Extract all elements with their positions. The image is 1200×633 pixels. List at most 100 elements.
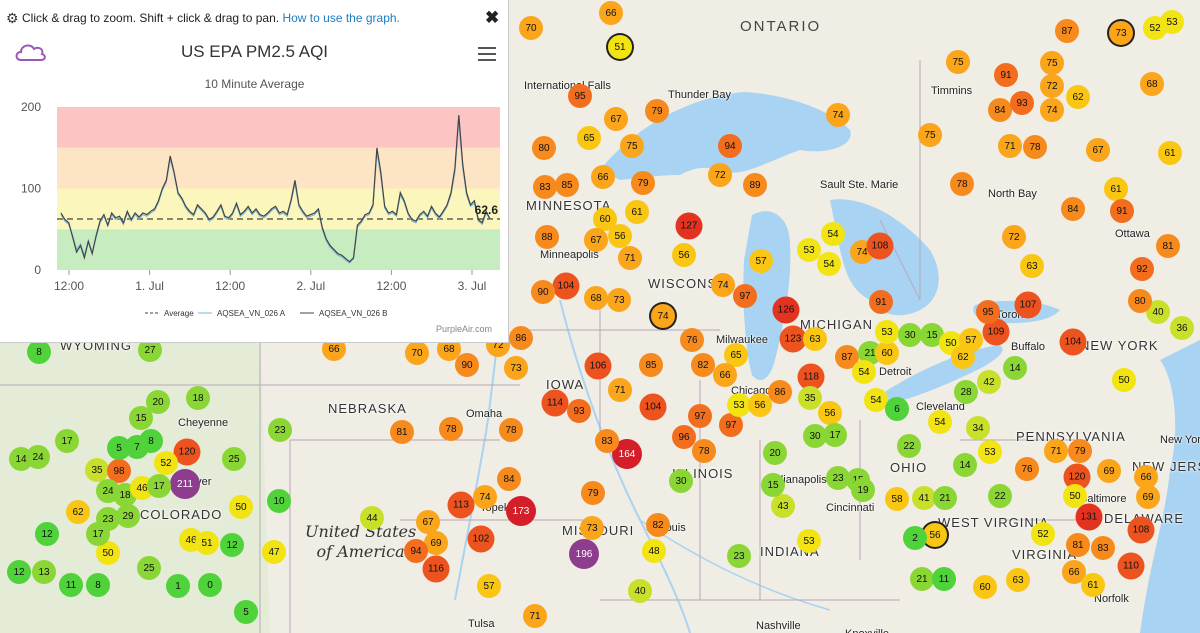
sensor-marker[interactable]: 14 xyxy=(953,453,977,477)
sensor-marker[interactable]: 71 xyxy=(998,134,1022,158)
sensor-marker[interactable]: 43 xyxy=(771,494,795,518)
sensor-marker[interactable]: 66 xyxy=(591,165,615,189)
sensor-marker[interactable]: 57 xyxy=(749,249,773,273)
sensor-marker[interactable]: 123 xyxy=(779,325,807,353)
sensor-marker[interactable]: 6 xyxy=(885,397,909,421)
sensor-marker[interactable]: 12 xyxy=(35,522,59,546)
sensor-marker[interactable]: 114 xyxy=(541,389,569,417)
sensor-marker[interactable]: 102 xyxy=(467,525,495,553)
sensor-marker[interactable]: 97 xyxy=(688,404,712,428)
sensor-marker[interactable]: 19 xyxy=(851,478,875,502)
sensor-marker[interactable]: 76 xyxy=(680,328,704,352)
sensor-marker[interactable]: 70 xyxy=(519,16,543,40)
sensor-marker[interactable]: 25 xyxy=(222,447,246,471)
sensor-marker[interactable]: 81 xyxy=(1066,533,1090,557)
sensor-marker[interactable]: 22 xyxy=(988,484,1012,508)
sensor-marker[interactable]: 34 xyxy=(966,416,990,440)
sensor-marker[interactable]: 61 xyxy=(1104,177,1128,201)
sensor-marker[interactable]: 58 xyxy=(885,487,909,511)
sensor-marker[interactable]: 30 xyxy=(898,323,922,347)
sensor-marker[interactable]: 14 xyxy=(1003,356,1027,380)
sensor-marker[interactable]: 2 xyxy=(903,526,927,550)
sensor-marker[interactable]: 94 xyxy=(404,539,428,563)
sensor-marker[interactable]: 78 xyxy=(439,417,463,441)
sensor-marker[interactable]: 81 xyxy=(1156,234,1180,258)
sensor-marker[interactable]: 53 xyxy=(727,393,751,417)
sensor-marker[interactable]: 78 xyxy=(692,439,716,463)
sensor-marker[interactable]: 17 xyxy=(55,429,79,453)
sensor-marker[interactable]: 79 xyxy=(631,171,655,195)
sensor-marker[interactable]: 83 xyxy=(533,175,557,199)
sensor-marker[interactable]: 8 xyxy=(86,573,110,597)
sensor-marker[interactable]: 11 xyxy=(932,567,956,591)
sensor-marker[interactable]: 89 xyxy=(743,173,767,197)
sensor-marker[interactable]: 96 xyxy=(672,425,696,449)
sensor-marker[interactable]: 97 xyxy=(733,284,757,308)
sensor-marker[interactable]: 84 xyxy=(1061,197,1085,221)
sensor-marker[interactable]: 68 xyxy=(1140,72,1164,96)
sensor-marker[interactable]: 44 xyxy=(360,506,384,530)
sensor-marker[interactable]: 106 xyxy=(584,352,612,380)
close-icon[interactable]: ✖ xyxy=(485,8,500,27)
sensor-marker[interactable]: 72 xyxy=(1040,74,1064,98)
sensor-marker[interactable]: 56 xyxy=(608,224,632,248)
sensor-marker[interactable]: 75 xyxy=(620,134,644,158)
sensor-marker[interactable]: 127 xyxy=(675,212,703,240)
sensor-marker[interactable]: 71 xyxy=(608,378,632,402)
sensor-marker[interactable]: 21 xyxy=(933,486,957,510)
sensor-marker[interactable]: 73 xyxy=(1109,21,1133,45)
sensor-marker[interactable]: 79 xyxy=(581,481,605,505)
sensor-marker[interactable]: 61 xyxy=(1081,573,1105,597)
sensor-marker[interactable]: 86 xyxy=(509,326,533,350)
sensor-marker[interactable]: 53 xyxy=(1160,10,1184,34)
sensor-marker[interactable]: 90 xyxy=(455,353,479,377)
sensor-marker[interactable]: 30 xyxy=(803,424,827,448)
sensor-marker[interactable]: 36 xyxy=(1170,316,1194,340)
sensor-marker[interactable]: 211 xyxy=(170,469,200,499)
sensor-marker[interactable]: 73 xyxy=(504,356,528,380)
sensor-marker[interactable]: 104 xyxy=(552,272,580,300)
sensor-marker[interactable]: 120 xyxy=(173,438,201,466)
sensor-marker[interactable]: 71 xyxy=(1044,439,1068,463)
sensor-marker[interactable]: 15 xyxy=(761,473,785,497)
sensor-marker[interactable]: 15 xyxy=(129,406,153,430)
sensor-marker[interactable]: 72 xyxy=(708,163,732,187)
sensor-marker[interactable]: 0 xyxy=(198,573,222,597)
sensor-marker[interactable]: 17 xyxy=(147,474,171,498)
sensor-marker[interactable]: 93 xyxy=(1010,91,1034,115)
sensor-marker[interactable]: 95 xyxy=(976,300,1000,324)
sensor-marker[interactable]: 83 xyxy=(1091,536,1115,560)
sensor-marker[interactable]: 67 xyxy=(416,510,440,534)
sensor-marker[interactable]: 20 xyxy=(146,390,170,414)
sensor-marker[interactable]: 65 xyxy=(577,126,601,150)
sensor-marker[interactable]: 84 xyxy=(497,467,521,491)
sensor-marker[interactable]: 29 xyxy=(116,504,140,528)
sensor-marker[interactable]: 104 xyxy=(1059,328,1087,356)
sensor-marker[interactable]: 85 xyxy=(639,353,663,377)
sensor-marker[interactable]: 72 xyxy=(1002,225,1026,249)
sensor-marker[interactable]: 69 xyxy=(1097,459,1121,483)
sensor-marker[interactable]: 53 xyxy=(875,320,899,344)
sensor-marker[interactable]: 126 xyxy=(772,296,800,324)
sensor-marker[interactable]: 52 xyxy=(154,451,178,475)
sensor-marker[interactable]: 20 xyxy=(763,441,787,465)
sensor-marker[interactable]: 60 xyxy=(973,575,997,599)
sensor-marker[interactable]: 68 xyxy=(584,286,608,310)
hamburger-menu-icon[interactable] xyxy=(478,47,496,61)
sensor-marker[interactable]: 18 xyxy=(186,386,210,410)
sensor-marker[interactable]: 71 xyxy=(523,604,547,628)
sensor-marker[interactable]: 42 xyxy=(977,370,1001,394)
sensor-marker[interactable]: 85 xyxy=(555,173,579,197)
sensor-marker[interactable]: 70 xyxy=(405,341,429,365)
sensor-marker[interactable]: 83 xyxy=(595,429,619,453)
sensor-marker[interactable]: 13 xyxy=(32,560,56,584)
sensor-marker[interactable]: 97 xyxy=(719,413,743,437)
sensor-marker[interactable]: 90 xyxy=(531,280,555,304)
sensor-marker[interactable]: 12 xyxy=(7,560,31,584)
sensor-marker[interactable]: 54 xyxy=(852,360,876,384)
sensor-marker[interactable]: 69 xyxy=(424,531,448,555)
sensor-marker[interactable]: 92 xyxy=(1130,257,1154,281)
sensor-marker[interactable]: 28 xyxy=(954,380,978,404)
sensor-marker[interactable]: 75 xyxy=(946,50,970,74)
